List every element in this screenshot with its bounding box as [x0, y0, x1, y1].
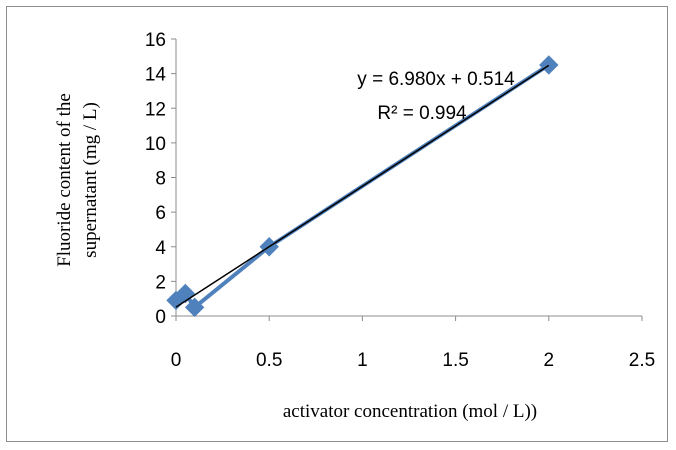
y-axis-title-line-2: supernatant (mg / L): [80, 102, 101, 258]
y-tick-label: 14: [145, 65, 167, 86]
x-ticks: 0 0.5 1 1.5 2 2.5: [171, 316, 655, 371]
r-squared-label: R² = 0.994: [377, 103, 467, 124]
x-tick-label: 2: [544, 350, 555, 371]
trendline-layer: [175, 64, 550, 308]
y-tick-label: 12: [145, 99, 166, 120]
data-point: [539, 55, 559, 75]
y-axis-title-line-1: Fluoride content of the: [54, 93, 75, 267]
chart-area: [6, 6, 668, 442]
x-tick-label: 0: [171, 350, 182, 371]
trendline: [175, 64, 550, 308]
x-tick-label: 1: [357, 350, 368, 371]
y-tick-label: 8: [155, 169, 166, 190]
x-tick-label: 2.5: [629, 350, 655, 371]
trendline-equation: y = 6.980x + 0.514: [357, 69, 515, 90]
y-tick-label: 0: [155, 307, 166, 328]
x-tick-label: 0.5: [256, 350, 282, 371]
y-tick-label: 6: [155, 203, 166, 224]
y-ticks: 0 2 4 6 8 10 12 14 16: [145, 30, 176, 328]
x-tick-label: 1.5: [442, 350, 468, 371]
y-tick-label: 2: [155, 272, 166, 293]
y-tick-label: 16: [145, 30, 166, 51]
x-axis-title: activator concentration (mol / L)): [283, 401, 537, 422]
y-tick-label: 4: [155, 238, 166, 259]
data-point: [184, 297, 205, 318]
y-tick-label: 10: [145, 134, 166, 155]
y-axis-title: Fluoride content of the supernatant (mg …: [54, 93, 101, 267]
